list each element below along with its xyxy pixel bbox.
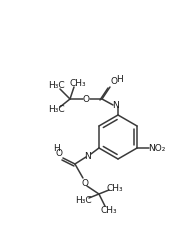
Text: CH₃: CH₃ (70, 79, 86, 88)
Text: CH₃: CH₃ (101, 206, 117, 215)
Text: NO₂: NO₂ (148, 144, 166, 153)
Text: CH₃: CH₃ (107, 184, 123, 193)
Text: N: N (85, 152, 91, 161)
Text: H₃C: H₃C (48, 105, 64, 114)
Text: H₃C: H₃C (75, 196, 91, 205)
Text: O: O (83, 95, 90, 104)
Text: O: O (81, 179, 88, 188)
Text: H: H (53, 144, 60, 153)
Text: O: O (111, 77, 117, 86)
Text: H₃C: H₃C (48, 81, 64, 90)
Text: H: H (117, 74, 123, 83)
Text: O: O (55, 149, 62, 158)
Text: N: N (113, 101, 119, 110)
